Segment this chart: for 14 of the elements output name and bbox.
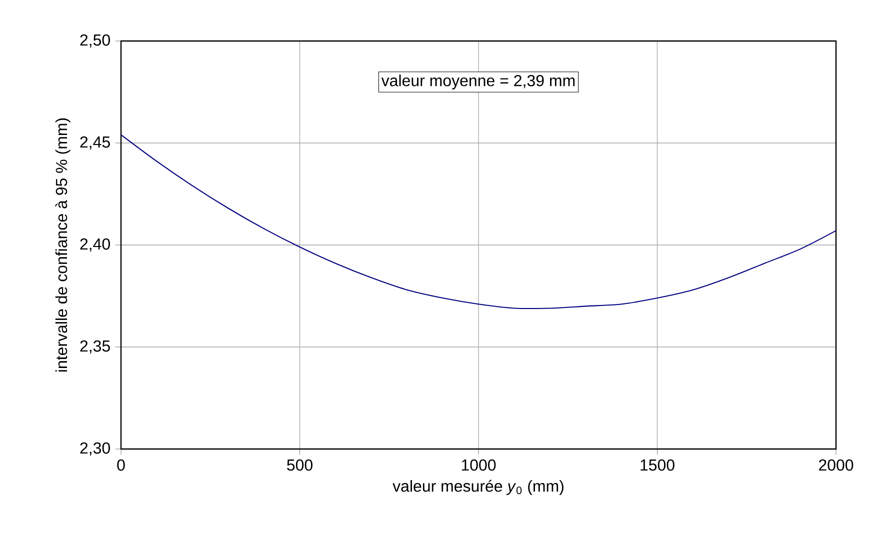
y-tick-label: 2,45: [80, 136, 110, 150]
x-tick-label: 1500: [640, 459, 674, 471]
x-tick-label: 0: [117, 459, 125, 471]
x-axis-title: valeur mesurée y$_{0}$ (mm): [392, 480, 564, 495]
y-axis-title: intervalle de confiance à 95 % (mm): [55, 118, 70, 372]
x-tick-label: 500: [287, 459, 312, 471]
y-tick-label: 2,35: [80, 340, 110, 354]
y-tick-label: 2,50: [80, 34, 110, 48]
annotation: valeur moyenne = 2,39 mm: [381, 74, 575, 90]
y-tick-label: 2,30: [80, 442, 110, 456]
y-tick-label: 2,40: [80, 238, 110, 252]
x-tick-label: 1000: [462, 459, 496, 471]
x-tick-label: 2000: [818, 459, 854, 471]
line-series: [121, 134, 836, 310]
